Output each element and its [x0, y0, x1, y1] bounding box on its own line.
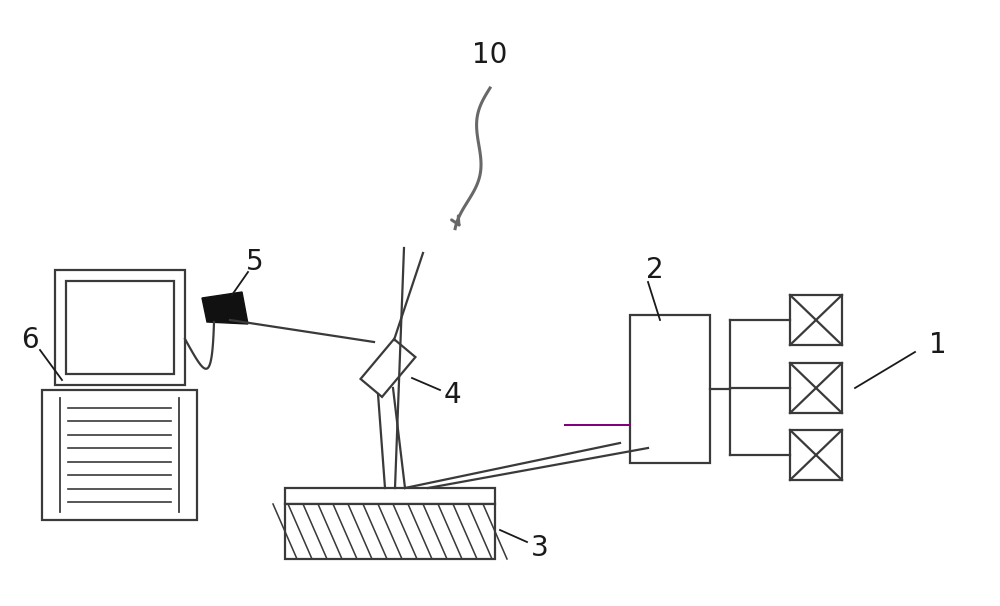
Text: 4: 4 — [443, 381, 461, 409]
Bar — [42, 390, 197, 520]
Text: 1: 1 — [929, 331, 947, 359]
Bar — [285, 504, 495, 559]
Bar — [55, 270, 185, 385]
Text: 5: 5 — [246, 248, 264, 276]
Bar — [790, 363, 842, 413]
Polygon shape — [202, 292, 248, 324]
Bar — [285, 488, 495, 504]
Text: 6: 6 — [21, 326, 39, 354]
Text: 3: 3 — [531, 534, 549, 562]
Text: 10: 10 — [472, 41, 508, 69]
Bar — [790, 430, 842, 480]
Bar — [66, 281, 174, 374]
Text: 2: 2 — [646, 256, 664, 284]
Bar — [790, 295, 842, 345]
Polygon shape — [361, 339, 415, 397]
Bar — [630, 315, 710, 463]
